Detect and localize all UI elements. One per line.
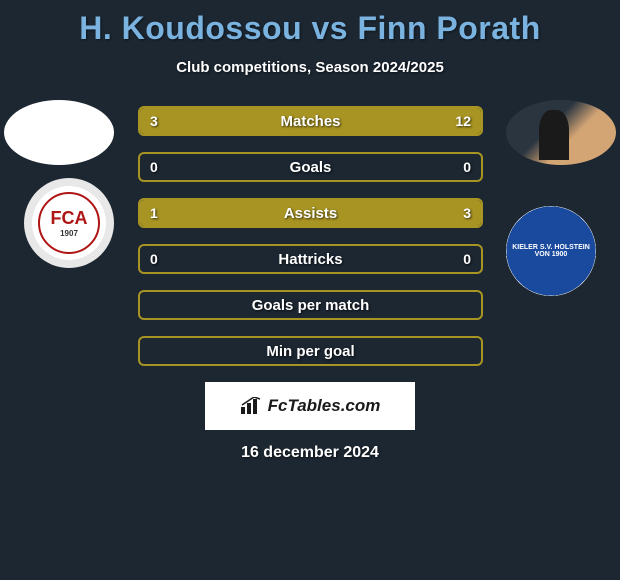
stat-label: Hattricks [140,251,481,268]
stat-value-right: 12 [455,113,471,129]
stat-row: Goals0 0 [138,152,483,182]
fctables-text: FcTables.com [268,396,381,416]
chart-icon [240,397,262,415]
club-right-inner: KIELER S.V. HOLSTEINVON 1900 [512,244,590,258]
fctables-logo: FcTables.com [205,382,415,430]
stat-label: Goals per match [140,297,481,314]
club-left-year: 1907 [60,229,78,238]
stat-row: Hattricks0 0 [138,244,483,274]
stat-label: Matches [140,113,481,130]
stat-label: Min per goal [140,343,481,360]
stat-row: Min per goal [138,336,483,366]
stat-row: Matches3 12 [138,106,483,136]
club-badge-left: FCA 1907 [24,178,114,268]
stat-bars-container: Matches312Goals00Assists13Hattricks00Goa… [138,106,483,366]
comparison-title: H. Koudossou vs Finn Porath [0,0,620,47]
stat-row: Goals per match [138,290,483,320]
club-left-abbr: FCA [51,208,88,229]
player-photo-left [4,100,114,165]
stat-value-left: 1 [150,205,158,221]
comparison-date: 16 december 2024 [0,444,620,462]
stat-value-right: 0 [463,159,471,175]
comparison-content: FCA 1907 KIELER S.V. HOLSTEINVON 1900 Ma… [0,106,620,366]
stat-row: Assists1 3 [138,198,483,228]
stat-value-left: 3 [150,113,158,129]
stat-label: Assists [140,205,481,222]
stat-value-left: 0 [150,159,158,175]
stat-value-right: 3 [463,205,471,221]
stat-label: Goals [140,159,481,176]
stat-value-right: 0 [463,251,471,267]
player-photo-right [506,100,616,165]
club-badge-right: KIELER S.V. HOLSTEINVON 1900 [506,206,596,296]
comparison-subtitle: Club competitions, Season 2024/2025 [0,59,620,76]
stat-value-left: 0 [150,251,158,267]
